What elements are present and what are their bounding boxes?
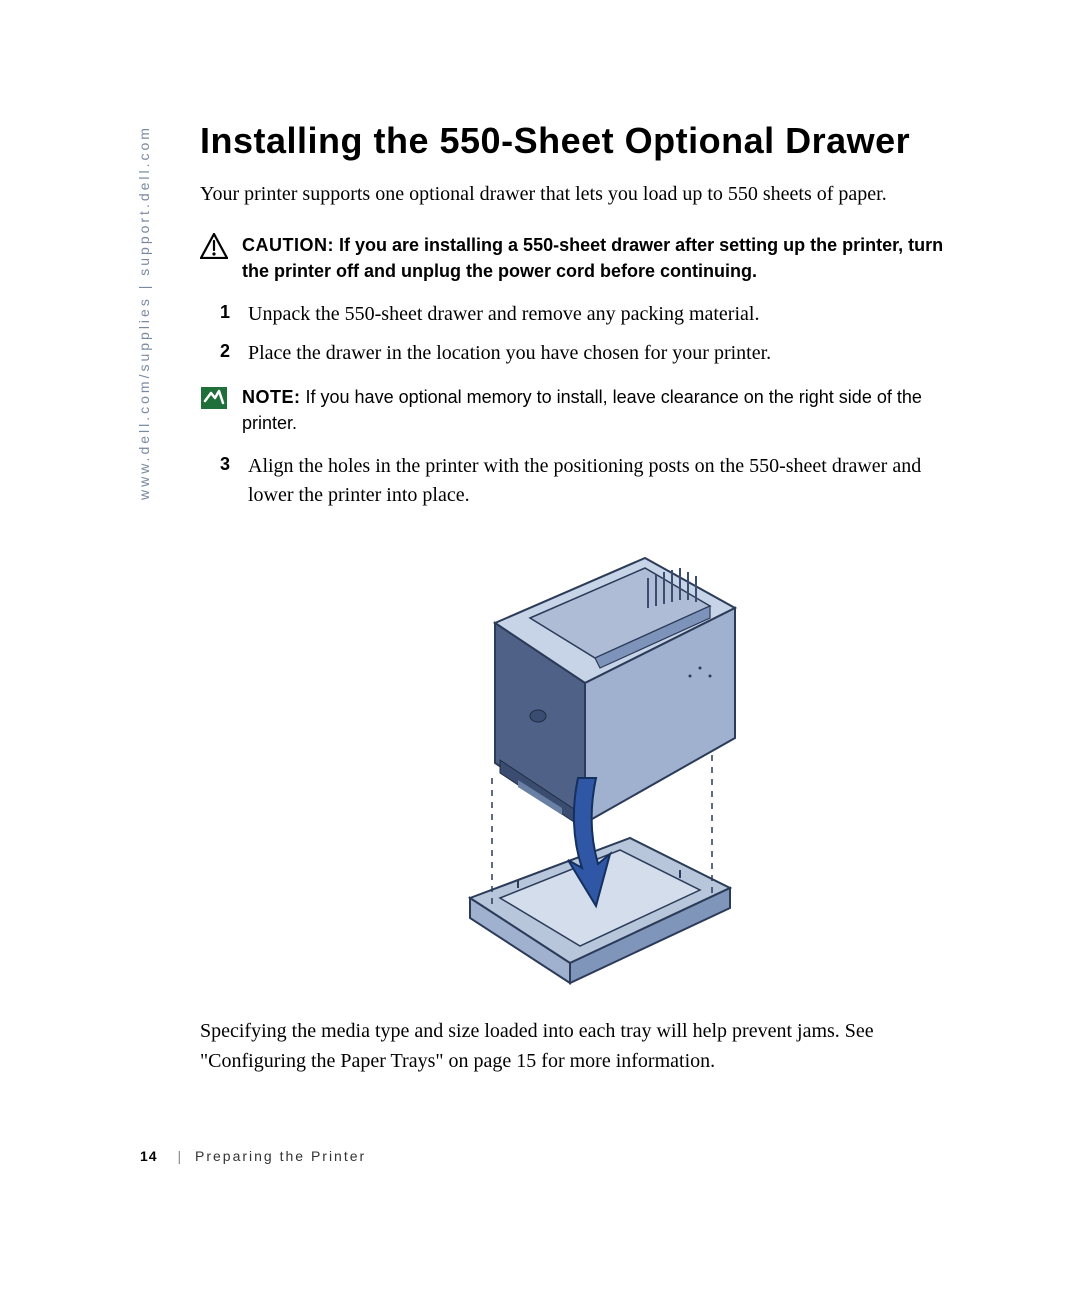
page-footer: 14 | Preparing the Printer xyxy=(140,1148,366,1164)
note-label: NOTE: xyxy=(242,387,301,407)
steps-list-b: 3 Align the holes in the printer with th… xyxy=(200,452,960,510)
step-text: Unpack the 550-sheet drawer and remove a… xyxy=(248,300,960,329)
caution-text: CAUTION: If you are installing a 550-she… xyxy=(242,232,960,284)
footer-section: Preparing the Printer xyxy=(195,1148,366,1164)
note-body: If you have optional memory to install, … xyxy=(242,387,922,433)
note-text: NOTE: If you have optional memory to ins… xyxy=(242,384,960,436)
caution-body: If you are installing a 550-sheet drawer… xyxy=(242,235,943,281)
page-number: 14 xyxy=(140,1148,158,1164)
printer-illustration xyxy=(400,528,760,988)
step-number: 3 xyxy=(212,452,230,475)
intro-paragraph: Your printer supports one optional drawe… xyxy=(200,180,960,208)
note-icon xyxy=(200,384,228,412)
document-page: www.dell.com/supplies | support.dell.com… xyxy=(0,0,1080,1296)
step-text: Align the holes in the printer with the … xyxy=(248,452,960,510)
printer-body xyxy=(495,558,735,826)
printer-figure xyxy=(200,528,960,988)
step-item: 3 Align the holes in the printer with th… xyxy=(212,452,960,510)
note-callout: NOTE: If you have optional memory to ins… xyxy=(200,384,960,436)
footer-separator: | xyxy=(177,1148,183,1164)
step-text: Place the drawer in the location you hav… xyxy=(248,339,960,368)
steps-list-a: 1 Unpack the 550-sheet drawer and remove… xyxy=(200,300,960,368)
side-url-text: www.dell.com/supplies | support.dell.com xyxy=(136,125,152,500)
caution-callout: CAUTION: If you are installing a 550-she… xyxy=(200,232,960,284)
page-title: Installing the 550-Sheet Optional Drawer xyxy=(200,120,960,162)
step-item: 1 Unpack the 550-sheet drawer and remove… xyxy=(212,300,960,329)
step-item: 2 Place the drawer in the location you h… xyxy=(212,339,960,368)
step-number: 1 xyxy=(212,300,230,323)
caution-label: CAUTION: xyxy=(242,235,334,255)
step-number: 2 xyxy=(212,339,230,362)
trailer-paragraph: Specifying the media type and size loade… xyxy=(200,1016,960,1076)
caution-icon xyxy=(200,232,228,260)
drawer-base xyxy=(470,838,730,983)
